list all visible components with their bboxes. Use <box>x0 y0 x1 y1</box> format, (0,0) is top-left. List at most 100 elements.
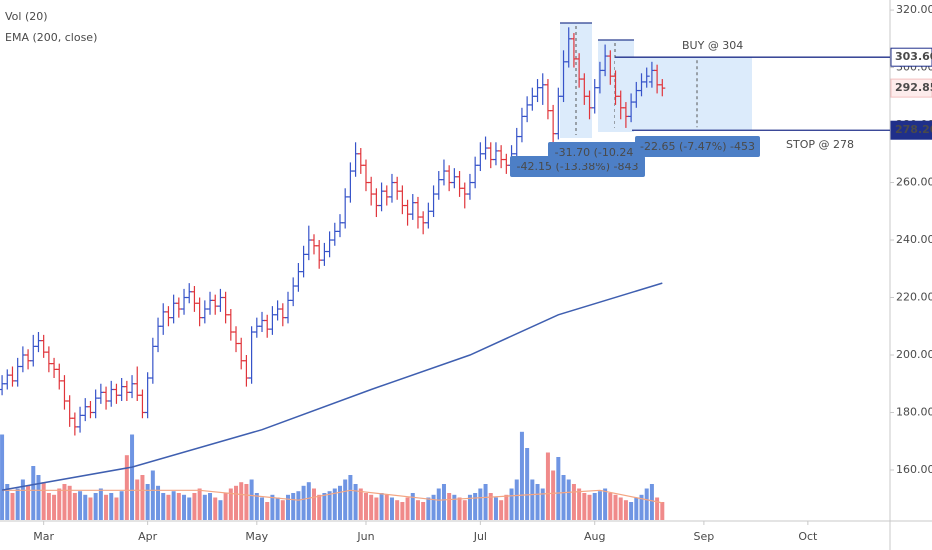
volume-bar <box>93 493 98 520</box>
volume-bar <box>603 488 608 520</box>
volume-bar <box>218 500 223 520</box>
volume-bar <box>88 497 93 520</box>
volume-bar <box>187 497 192 520</box>
volume-bar <box>389 497 394 520</box>
volume-bar <box>208 493 213 520</box>
volume-bar <box>608 493 613 520</box>
volume-bar <box>171 491 176 520</box>
volume-bar <box>493 497 498 520</box>
volume-bar <box>213 497 218 520</box>
measure-label: -42.15 (-13.38%) -843 <box>517 160 639 173</box>
legend-label: Vol (20) <box>5 10 48 23</box>
volume-bar <box>145 484 150 520</box>
volume-bar <box>535 484 540 520</box>
volume-bar <box>150 470 155 520</box>
volume-bar <box>660 502 665 520</box>
volume-bar <box>197 488 202 520</box>
volume-bar <box>358 488 363 520</box>
measure-label: -22.65 (-7.47%) -453 <box>640 140 755 153</box>
x-tick-label: Jul <box>473 530 487 543</box>
volume-bar <box>332 488 337 520</box>
volume-bar <box>62 484 67 520</box>
volume-bar <box>639 494 644 520</box>
volume-bar <box>182 494 187 520</box>
volume-bar <box>26 485 31 520</box>
volume-bar <box>504 494 509 520</box>
volume-bar <box>192 493 197 520</box>
volume-bar <box>587 494 592 520</box>
price-badge <box>890 120 932 140</box>
volume-bar <box>46 493 51 520</box>
volume-bar <box>426 497 431 520</box>
buy-label: BUY @ 304 <box>682 39 743 52</box>
stop-label: STOP @ 278 <box>786 138 854 151</box>
volume-bar <box>296 491 301 520</box>
x-tick-label: Apr <box>138 530 158 543</box>
volume-bar <box>337 485 342 520</box>
volume-bar <box>72 493 77 520</box>
volume-bar <box>176 493 181 520</box>
x-tick-label: Aug <box>584 530 605 543</box>
volume-bar <box>436 488 441 520</box>
volume-bar <box>104 494 109 520</box>
volume-bar <box>114 497 119 520</box>
volume-bar <box>322 493 327 520</box>
volume-bar <box>566 479 571 520</box>
volume-bar <box>525 448 530 520</box>
volume-bar <box>57 488 62 520</box>
ema-line <box>1 282 663 491</box>
volume-bar <box>10 493 15 520</box>
x-tick-label: May <box>245 530 268 543</box>
y-tick-label: 220.00 <box>896 291 932 304</box>
volume-bar <box>467 494 472 520</box>
volume-bar <box>478 488 483 520</box>
volume-bar <box>415 500 420 520</box>
volume-bar <box>156 485 161 520</box>
y-tick-label: 180.00 <box>896 405 932 418</box>
price-badge-label: 278.20 <box>895 123 932 136</box>
volume-bar <box>130 434 135 520</box>
volume-bar <box>545 452 550 520</box>
volume-bar <box>119 491 124 520</box>
volume-bar <box>15 488 20 520</box>
volume-bar <box>649 484 654 520</box>
volume-bar <box>379 493 384 520</box>
volume-bar <box>239 482 244 520</box>
volume-bar <box>577 488 582 520</box>
volume-bar <box>135 479 140 520</box>
volume-bar <box>457 497 462 520</box>
volume-bar <box>234 485 239 520</box>
volume-bar <box>571 484 576 520</box>
volume-ma-line <box>2 489 663 504</box>
volume-bar <box>249 479 254 520</box>
volume-bar <box>634 497 639 520</box>
volume-bar <box>280 500 285 520</box>
volume-bar <box>374 497 379 520</box>
y-tick-label: 240.00 <box>896 233 932 246</box>
volume-bar <box>462 500 467 520</box>
volume-bar <box>343 479 348 520</box>
volume-bar <box>5 484 10 520</box>
volume-bar <box>109 493 114 520</box>
volume-bar <box>395 500 400 520</box>
volume-bar <box>161 493 166 520</box>
volume-bar <box>275 497 280 520</box>
volume-bar <box>613 494 618 520</box>
volume-bar <box>244 484 249 520</box>
x-tick-label: Mar <box>33 530 54 543</box>
volume-bar <box>124 455 129 520</box>
volume-bar <box>83 494 88 520</box>
volume-bar <box>592 493 597 520</box>
volume-bar <box>519 431 524 520</box>
legend-label: EMA (200, close) <box>5 31 97 44</box>
volume-bar <box>140 475 145 520</box>
volume-bar <box>400 502 405 520</box>
volume-bar <box>228 488 233 520</box>
price-badge <box>890 47 932 67</box>
volume-bar <box>36 475 41 520</box>
volume-bar <box>286 494 291 520</box>
y-tick-label: 200.00 <box>896 348 932 361</box>
volume-bar <box>582 493 587 520</box>
volume-bar <box>556 457 561 520</box>
